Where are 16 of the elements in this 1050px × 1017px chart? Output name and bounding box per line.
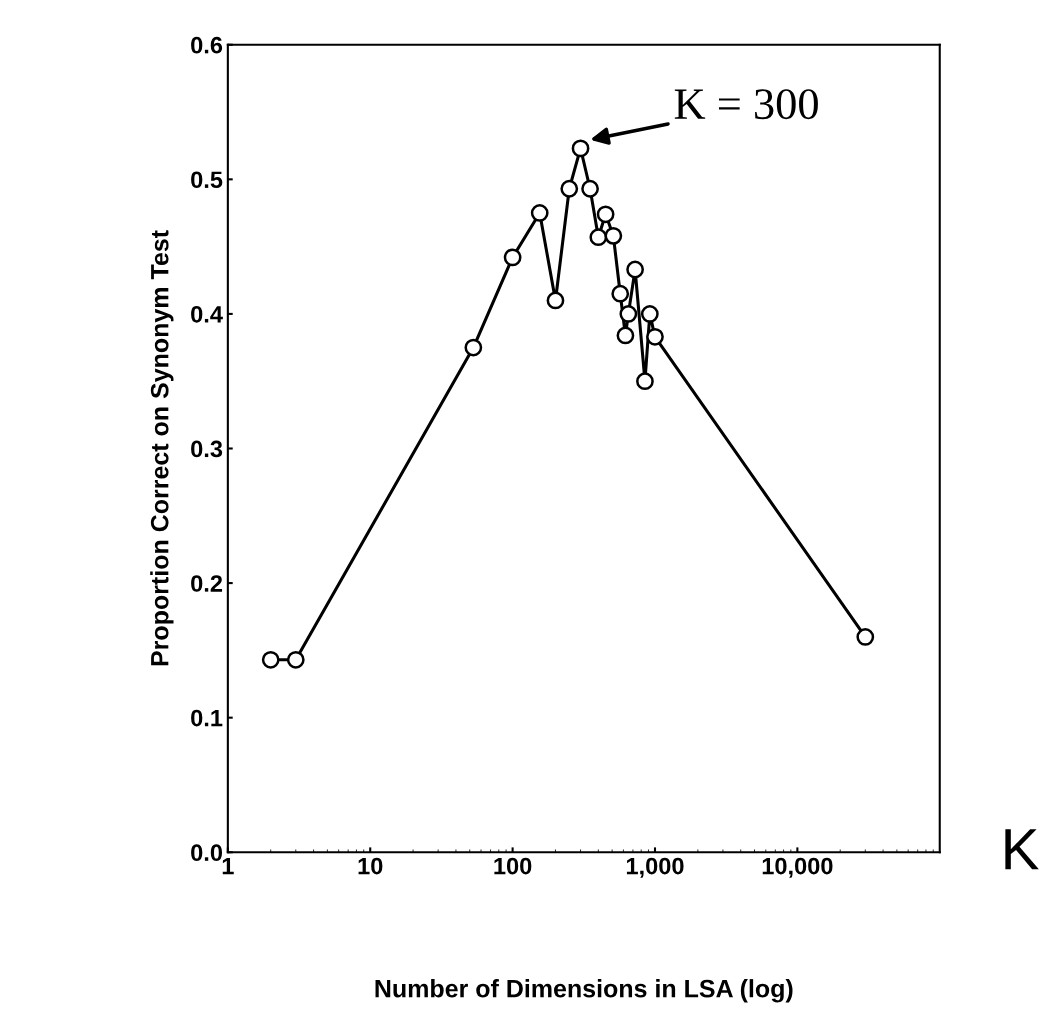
y-tick-label: 0.4 <box>191 305 223 323</box>
x-tick-label: 1,000 <box>626 857 684 878</box>
x-axis-title: Number of Dimensions in LSA (log) <box>375 979 793 1003</box>
y-axis-title: Proportion Correct on Synonym Test <box>150 230 174 666</box>
annotation: K = 300 <box>674 89 818 120</box>
text: K <box>1005 829 1039 870</box>
y-tick-label: 0.0 <box>191 844 223 862</box>
y-tick-label: 0.5 <box>191 171 223 189</box>
x-tick-label: 100 <box>494 857 532 875</box>
x-tick-label: 10,000 <box>762 857 833 878</box>
y-tick-label: 0.3 <box>191 440 223 458</box>
y-tick-label: 0.1 <box>191 709 223 727</box>
x-tick-label: 10 <box>358 857 383 875</box>
x-tick-label: 1 <box>222 857 234 875</box>
y-tick-label: 0.2 <box>191 575 223 592</box>
y-tick-label: 0.6 <box>191 36 223 54</box>
